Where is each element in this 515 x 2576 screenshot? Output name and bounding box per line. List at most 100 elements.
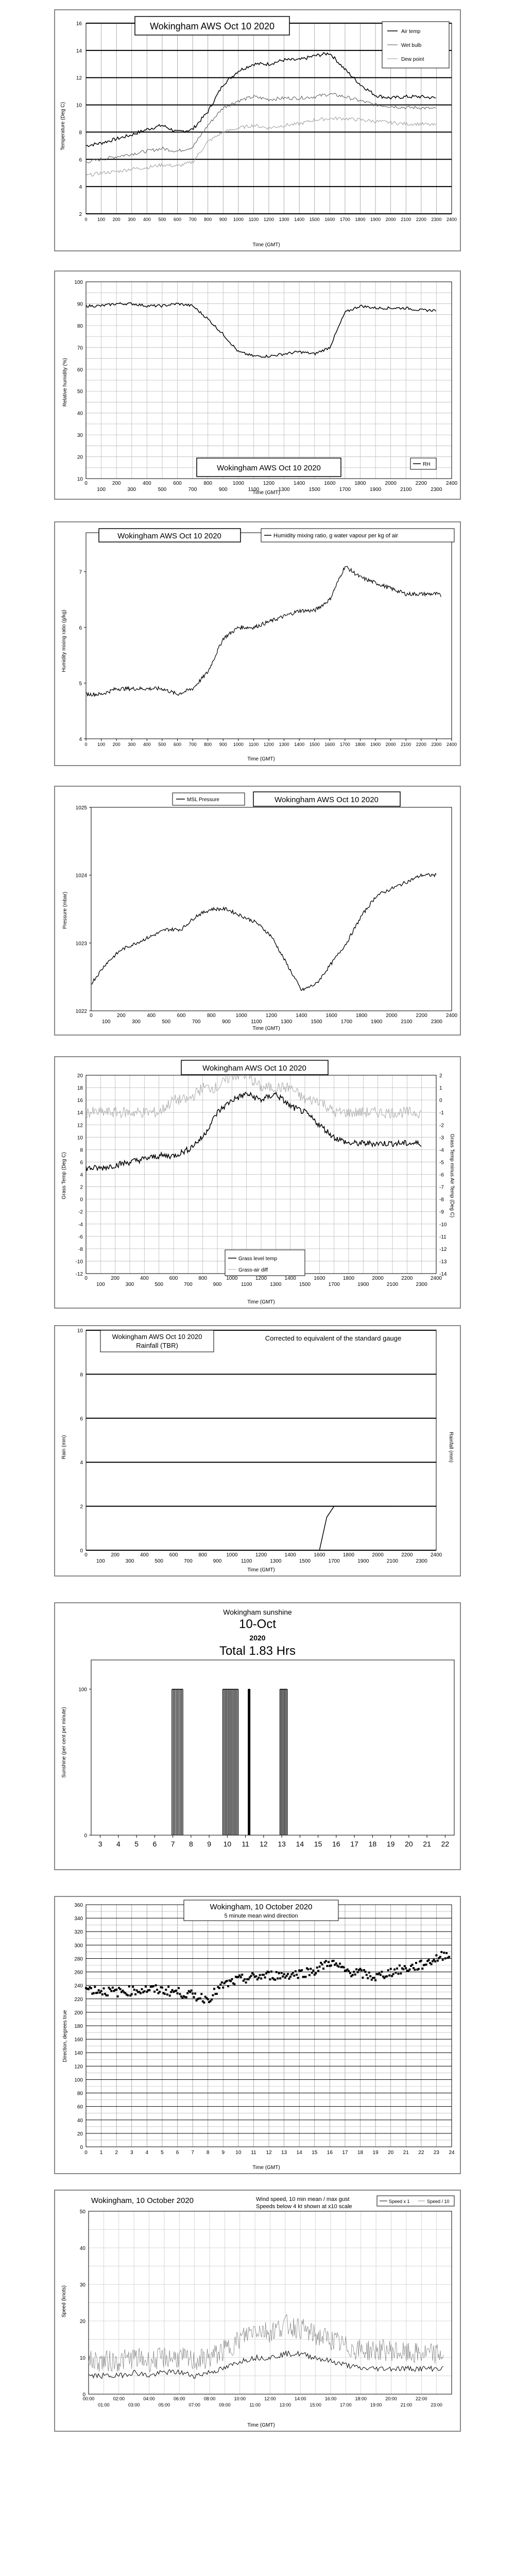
x-tick-label: 900 <box>213 1282 222 1287</box>
direction-point <box>323 1961 326 1963</box>
x-tick-label: 00:00 <box>83 2396 95 2401</box>
sunshine-total: Total 1.83 Hrs <box>219 1644 296 1658</box>
x-tick-label: 21 <box>403 2150 409 2156</box>
direction-point <box>212 1994 214 1996</box>
direction-point <box>180 1995 182 1998</box>
x-tick-label: 1500 <box>309 487 321 493</box>
direction-point <box>166 1993 168 1996</box>
x-tick-label: 100 <box>96 1558 105 1564</box>
direction-point <box>174 1990 176 1992</box>
direction-point <box>379 1974 382 1976</box>
direction-point <box>217 1986 219 1988</box>
y-tick-label: 20 <box>80 2319 86 2325</box>
y-tick-label: 7 <box>79 570 82 575</box>
series-line-0 <box>85 52 436 147</box>
direction-point <box>271 1977 274 1979</box>
direction-point <box>447 1957 449 1959</box>
direction-point <box>114 1989 116 1991</box>
x-tick-label: 1700 <box>340 217 350 222</box>
direction-point <box>355 1968 358 1971</box>
chart-title-box <box>98 528 241 543</box>
y-tick-label-right: -14 <box>439 1272 447 1277</box>
y-axis-label-right: Grass Temp minus Air Temp (Deg C) <box>449 1134 455 1217</box>
direction-point <box>141 1988 143 1990</box>
direction-point <box>287 1973 289 1975</box>
x-tick-label: 13 <box>278 1840 286 1848</box>
x-axis-label: Time (GMT) <box>247 1567 275 1573</box>
x-tick-label: 100 <box>97 742 105 747</box>
x-tick-label: 1100 <box>241 1558 252 1564</box>
y-tick-label: 0 <box>80 1548 83 1554</box>
y-tick-label: 40 <box>77 2118 83 2124</box>
x-tick-label: 10 <box>224 1840 232 1848</box>
x-tick-label: 1600 <box>314 1276 325 1281</box>
direction-point <box>370 1978 373 1981</box>
x-tick-label: 1300 <box>281 1019 293 1025</box>
direction-point <box>215 1993 218 1995</box>
legend-dew-point: Dew point <box>401 57 424 62</box>
y-tick-label-left: 14 <box>77 1110 83 1116</box>
y-tick-label: 70 <box>77 345 83 351</box>
direction-point <box>280 1972 283 1974</box>
x-tick-label: 1700 <box>329 1282 340 1287</box>
plot-frame <box>85 281 452 479</box>
direction-point <box>268 1971 270 1973</box>
direction-point <box>95 1992 97 1994</box>
y-tick-label-right: -13 <box>439 1259 447 1265</box>
direction-point <box>130 1993 133 1995</box>
direction-point <box>298 1969 301 1972</box>
x-tick-label: 900 <box>219 217 227 222</box>
y-axis-label-right: Rainfall (mm) <box>448 1432 454 1462</box>
x-tick-label: 800 <box>207 1013 216 1019</box>
x-tick-label: 7 <box>191 2150 194 2156</box>
x-tick-label: 1200 <box>255 1276 267 1281</box>
direction-point <box>329 1964 331 1967</box>
x-tick-label: 1000 <box>233 742 244 747</box>
direction-point <box>200 1993 203 1995</box>
x-tick-label: 1900 <box>370 217 381 222</box>
direction-point <box>252 1973 255 1976</box>
direction-point <box>263 1974 265 1976</box>
x-tick-label: 1100 <box>249 742 259 747</box>
y-tick-label-right: -9 <box>439 1210 444 1215</box>
x-tick-label: 2300 <box>431 487 442 493</box>
x-tick-label: 400 <box>147 1013 156 1019</box>
direction-point <box>124 1992 127 1994</box>
y-tick-label-right: 2 <box>439 1073 442 1079</box>
x-tick-label: 2000 <box>372 1276 384 1281</box>
y-tick-label-right: -11 <box>439 1234 447 1240</box>
x-tick-label: 500 <box>158 217 166 222</box>
direction-point <box>389 1968 392 1970</box>
x-tick-label: 1700 <box>339 487 351 493</box>
direction-point <box>192 1992 194 1995</box>
x-tick-label: 6 <box>152 1840 157 1848</box>
direction-point <box>381 1971 383 1973</box>
y-tick-label: 2 <box>80 1504 83 1510</box>
direction-point <box>218 1987 220 1989</box>
x-tick-label: 2100 <box>400 487 412 493</box>
x-tick-label: 1500 <box>310 742 320 747</box>
legend-wet-bulb: Wet bulb <box>401 43 422 48</box>
x-tick-label: 800 <box>198 1276 207 1281</box>
direction-point <box>372 1977 374 1979</box>
x-tick-label: 02:00 <box>113 2396 125 2401</box>
direction-point <box>264 1976 266 1979</box>
x-tick-label: 1 <box>100 2150 103 2156</box>
direction-point <box>397 1973 400 1975</box>
direction-point <box>433 1959 435 1961</box>
x-tick-label: 8 <box>207 2150 210 2156</box>
direction-point <box>351 1974 354 1976</box>
x-tick-label: 2400 <box>446 1013 458 1019</box>
direction-point <box>424 1963 426 1966</box>
x-tick-label: 17 <box>350 1840 358 1848</box>
direction-point <box>310 1968 312 1970</box>
sunshine-burst <box>222 1688 239 1835</box>
y-tick-label: 14 <box>76 48 82 54</box>
x-tick-label: 200 <box>113 217 121 222</box>
direction-point <box>284 1976 286 1979</box>
direction-point <box>410 1964 413 1967</box>
x-tick-label: 7 <box>171 1840 175 1848</box>
x-tick-label: 1300 <box>278 487 290 493</box>
x-tick-label: 1800 <box>343 1276 355 1281</box>
direction-point <box>149 1986 152 1988</box>
